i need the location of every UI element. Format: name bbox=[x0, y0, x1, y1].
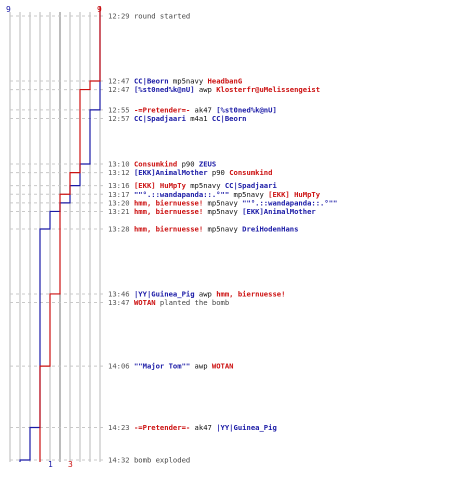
event-row: 14:06 ""Major Tom"" awp WOTAN bbox=[108, 362, 234, 371]
event-player: HeadbanG bbox=[208, 76, 243, 85]
event-weapon: mp5navy bbox=[203, 207, 242, 216]
event-time: 13:16 bbox=[108, 181, 134, 190]
event-weapon: mp5navy bbox=[186, 181, 225, 190]
event-time: 13:46 bbox=[108, 289, 134, 298]
event-row: 13:21 hmm, biernuesse! mp5navy [EKK]Anim… bbox=[108, 207, 316, 216]
event-player: hmm, biernuesse! bbox=[134, 198, 203, 207]
event-time: 13:28 bbox=[108, 224, 134, 233]
event-weapon: p90 bbox=[208, 168, 230, 177]
event-player: [EKK]AnimalMother bbox=[134, 168, 208, 177]
series bbox=[19, 6, 101, 462]
event-weapon: mp5navy bbox=[169, 76, 208, 85]
event-player: Consumkind bbox=[134, 160, 177, 169]
grid bbox=[9, 12, 101, 462]
event-row: 12:47 CC|Beorn mp5navy HeadbanG bbox=[108, 76, 242, 86]
count-labels: 9 9 1 3 bbox=[6, 5, 102, 469]
event-player: [EKK]AnimalMother bbox=[242, 207, 316, 216]
event-time: 14:06 bbox=[108, 362, 134, 371]
event-player: ZEUS bbox=[199, 160, 216, 169]
event-row: 13:10 Consumkind p90 ZEUS bbox=[108, 160, 216, 169]
event-row: 13:46 |YY|Guinea_Pig awp hmm, biernuesse… bbox=[108, 289, 285, 299]
event-player: DreiHodenHans bbox=[242, 224, 298, 233]
event-time: 13:10 bbox=[108, 160, 134, 169]
event-weapon: p90 bbox=[177, 160, 199, 169]
event-row: 12:57 CC|Spadjaari m4a1 CC|Beorn bbox=[108, 114, 247, 124]
event-player: hmm, biernuesse! bbox=[134, 207, 203, 216]
event-player: CC|Spadjaari bbox=[134, 114, 187, 124]
event-player: ""°.::wandapanda::.°"" bbox=[134, 190, 229, 199]
event-player: ""°.::wandapanda::.°"" bbox=[242, 198, 337, 207]
event-player: [EKK] HuMpTy bbox=[134, 181, 187, 190]
event-player: -=Pretender=- bbox=[134, 105, 190, 114]
event-time: 12:29 bbox=[108, 12, 134, 21]
red-start-count: 9 bbox=[97, 5, 102, 14]
event-player: Klosterfr@uMelissengeist bbox=[216, 85, 320, 94]
event-time: 12:57 bbox=[108, 114, 134, 123]
event-player: WOTAN bbox=[134, 298, 156, 307]
event-row: 14:32 bomb exploded bbox=[108, 456, 190, 465]
event-row: 13:20 hmm, biernuesse! mp5navy ""°.::wan… bbox=[108, 198, 337, 207]
event-row: 13:17 ""°.::wandapanda::.°"" mp5navy [EK… bbox=[108, 190, 321, 199]
event-weapon: awp bbox=[195, 289, 217, 298]
event-player: hmm, biernuesse! bbox=[134, 224, 203, 233]
event-log: 12:29 round started 12:47 CC|Beorn mp5nav… bbox=[108, 12, 337, 465]
event-player: Consumkind bbox=[229, 168, 272, 177]
event-row: 12:29 round started bbox=[108, 12, 190, 21]
red-end-count: 3 bbox=[68, 460, 73, 469]
event-weapon: mp5navy bbox=[229, 190, 268, 199]
event-weapon: m4a1 bbox=[186, 114, 212, 123]
event-player: [%st0ned%k@nU] bbox=[216, 105, 277, 114]
event-time: 13:20 bbox=[108, 198, 134, 207]
event-player: ""Major Tom"" bbox=[134, 362, 190, 371]
event-player: hmm, biernuesse! bbox=[216, 289, 285, 298]
event-weapon: ak47 bbox=[190, 105, 216, 114]
event-player: [EKK] HuMpTy bbox=[268, 190, 321, 199]
event-time: 13:17 bbox=[108, 190, 134, 199]
event-weapon: awp bbox=[195, 85, 217, 94]
event-time: 12:47 bbox=[108, 76, 134, 85]
event-row: 12:55 -=Pretender=- ak47 [%st0ned%k@nU] bbox=[108, 105, 277, 114]
red-team-alive-line bbox=[39, 6, 101, 462]
event-time: 12:55 bbox=[108, 105, 134, 114]
event-time: 14:32 bbox=[108, 456, 134, 465]
event-player: CC|Spadjaari bbox=[225, 181, 278, 191]
event-weapon: ak47 bbox=[190, 423, 216, 432]
event-player: -=Pretender=- bbox=[134, 423, 190, 432]
event-time: 12:47 bbox=[108, 85, 134, 94]
event-row: 13:12 [EKK]AnimalMother p90 Consumkind bbox=[108, 168, 272, 177]
event-player: CC|Beorn bbox=[134, 76, 169, 86]
event-text: bomb exploded bbox=[134, 456, 190, 465]
event-time: 13:21 bbox=[108, 207, 134, 216]
event-weapon: mp5navy bbox=[203, 224, 242, 233]
event-row: 13:47 WOTAN planted the bomb bbox=[108, 298, 229, 307]
blue-start-count: 9 bbox=[6, 5, 11, 14]
event-player: [%st0ned%k@nU] bbox=[134, 85, 195, 94]
blue-end-count: 1 bbox=[48, 460, 53, 469]
event-player: CC|Beorn bbox=[212, 114, 247, 124]
event-row: 13:16 [EKK] HuMpTy mp5navy CC|Spadjaari bbox=[108, 181, 277, 191]
event-text: planted the bomb bbox=[156, 298, 230, 307]
event-row: 14:23 -=Pretender=- ak47 |YY|Guinea_Pig bbox=[108, 423, 277, 433]
event-time: 14:23 bbox=[108, 423, 134, 432]
event-time: 13:12 bbox=[108, 168, 134, 177]
event-text: round started bbox=[134, 12, 190, 21]
event-row: 13:28 hmm, biernuesse! mp5navy DreiHoden… bbox=[108, 224, 298, 233]
event-player: |YY|Guinea_Pig bbox=[134, 289, 195, 299]
event-time: 13:47 bbox=[108, 298, 134, 307]
event-row: 12:47 [%st0ned%k@nU] awp Klosterfr@uMeli… bbox=[108, 85, 320, 94]
event-weapon: mp5navy bbox=[203, 198, 242, 207]
event-weapon: awp bbox=[190, 362, 212, 371]
event-player: |YY|Guinea_Pig bbox=[216, 423, 277, 433]
event-player: WOTAN bbox=[212, 362, 234, 371]
